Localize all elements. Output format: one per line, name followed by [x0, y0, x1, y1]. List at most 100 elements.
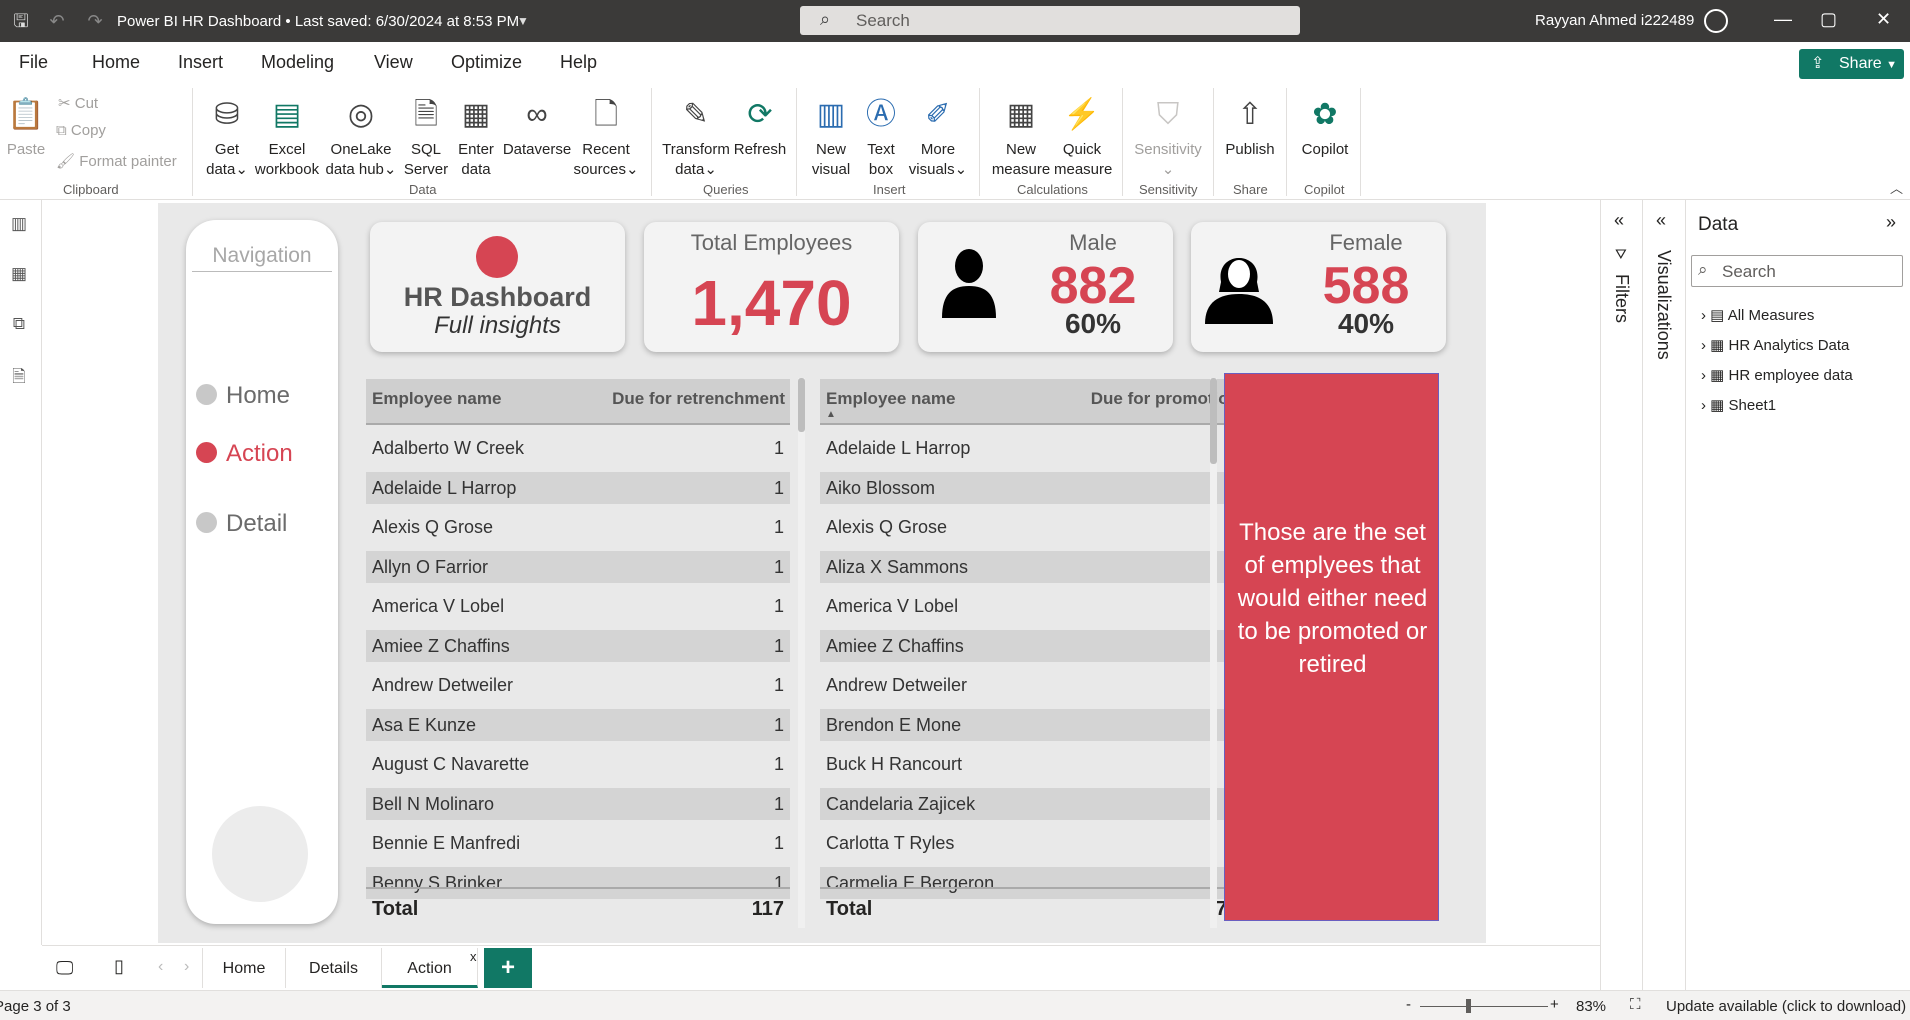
- table-row[interactable]: Bennie E Manfredi 1: [366, 827, 790, 859]
- column-header-retrenchment[interactable]: Due for retrenchment: [612, 389, 785, 408]
- table-row[interactable]: Aiko Blossom1: [820, 471, 1244, 504]
- tab-optimize[interactable]: Optimize: [451, 52, 523, 72]
- update-available-link[interactable]: Update available (click to download): [1666, 998, 1907, 1015]
- tab-modeling[interactable]: Modeling: [261, 52, 335, 72]
- new-measure-button[interactable]: ▦ New measure: [990, 94, 1052, 180]
- report-view-icon[interactable]: ▥: [10, 214, 28, 233]
- minimize-icon[interactable]: —: [1774, 9, 1792, 29]
- fit-to-page-icon[interactable]: ⛶: [1630, 996, 1641, 1013]
- quick-measure-button[interactable]: ⚡ Quick measure: [1054, 94, 1112, 180]
- column-header-promotion[interactable]: Due for promotion: [1090, 389, 1239, 408]
- nav-home-button[interactable]: Home: [196, 382, 290, 410]
- close-icon[interactable]: ✕: [1876, 9, 1892, 29]
- new-visual-button[interactable]: ▥ New visual: [806, 94, 856, 180]
- cut-button[interactable]: ✂ Cut: [58, 95, 99, 112]
- undo-icon[interactable]: ↶: [49, 11, 65, 31]
- window-title[interactable]: Power BI HR Dashboard • Last saved: 6/30…: [117, 13, 520, 30]
- nav-detail-button[interactable]: Detail: [196, 510, 287, 538]
- refresh-button[interactable]: ⟳ Refresh: [732, 94, 788, 160]
- table-row[interactable]: August C Navarette 1: [366, 748, 790, 780]
- tab-view[interactable]: View: [374, 52, 413, 72]
- table-row[interactable]: Brendon E Mone1: [820, 708, 1244, 741]
- avatar[interactable]: [1704, 9, 1728, 33]
- table-row[interactable]: Candelaria Zajicek1: [820, 787, 1244, 820]
- zoom-slider[interactable]: [1420, 1006, 1548, 1007]
- add-page-button[interactable]: +: [484, 948, 532, 988]
- tab-file[interactable]: File: [19, 52, 49, 72]
- table-row[interactable]: Adalberto W Creek 1: [366, 432, 790, 464]
- expand-filters-icon[interactable]: «: [1614, 210, 1625, 230]
- enter-data-button[interactable]: ▦ Enter data: [452, 94, 500, 180]
- user-name[interactable]: Rayyan Ahmed i222489: [1535, 12, 1695, 29]
- tab-help[interactable]: Help: [560, 52, 598, 72]
- column-header-employee[interactable]: Employee name: [826, 389, 956, 408]
- zoom-in-button[interactable]: +: [1550, 996, 1559, 1013]
- promotion-scrollbar[interactable]: [1210, 378, 1217, 464]
- desktop-layout-icon[interactable]: 🖵: [56, 958, 74, 978]
- page-tab-details[interactable]: Details: [286, 948, 382, 988]
- copy-button[interactable]: ⧉ Copy: [56, 122, 106, 139]
- zoom-slider-thumb[interactable]: [1466, 999, 1471, 1013]
- transform-data-button[interactable]: ✎ Transform data⌄: [662, 94, 730, 180]
- title-dropdown-icon[interactable]: ▼: [517, 14, 529, 28]
- page-tab-action[interactable]: Action: [382, 948, 478, 988]
- redo-icon[interactable]: ↷: [87, 11, 103, 31]
- table-view-icon[interactable]: ▦: [10, 264, 28, 283]
- data-item-all-measures[interactable]: › ▤ All Measures: [1701, 307, 1815, 324]
- excel-workbook-button[interactable]: ▤ Excel workbook: [252, 94, 322, 180]
- save-icon[interactable]: 🖫: [13, 11, 29, 31]
- close-page-tab-icon[interactable]: x: [470, 949, 477, 964]
- get-data-button[interactable]: ⛁ Get data⌄: [202, 94, 252, 180]
- copilot-button[interactable]: ✿ Copilot: [1294, 94, 1356, 160]
- nav-circle-button[interactable]: [212, 806, 308, 902]
- tab-home[interactable]: Home: [92, 52, 141, 85]
- column-header-employee[interactable]: Employee name: [372, 389, 502, 408]
- visualizations-label[interactable]: Visualizations: [1654, 250, 1674, 360]
- onelake-button[interactable]: ◎ OneLake data hub⌄: [324, 94, 398, 180]
- table-row[interactable]: Bell N Molinaro 1: [366, 787, 790, 820]
- prev-page-icon[interactable]: ‹: [158, 958, 164, 975]
- sql-server-button[interactable]: 🗎 SQL Server: [402, 94, 450, 180]
- share-button[interactable]: ⇪ Share ▼: [1799, 49, 1904, 79]
- paste-button[interactable]: 📋 Paste: [6, 94, 46, 160]
- table-row[interactable]: Carlotta T Ryles1: [820, 827, 1244, 859]
- zoom-out-button[interactable]: -: [1406, 996, 1411, 1013]
- more-visuals-button[interactable]: ✐ More visuals⌄: [906, 94, 970, 180]
- nav-action-button[interactable]: Action: [196, 440, 293, 468]
- retrenchment-scrollbar[interactable]: [798, 378, 805, 432]
- maximize-icon[interactable]: ▢: [1820, 9, 1838, 29]
- collapse-ribbon-icon[interactable]: ︿: [1890, 181, 1904, 196]
- expand-visualizations-icon[interactable]: «: [1656, 210, 1667, 230]
- data-item-sheet1[interactable]: › ▦ Sheet1: [1701, 397, 1777, 414]
- data-item-hr-employee[interactable]: › ▦ HR employee data: [1701, 367, 1853, 384]
- recent-sources-button[interactable]: 🗋 Recent sources⌄: [572, 94, 640, 180]
- filters-label[interactable]: Filters: [1612, 274, 1632, 323]
- publish-button[interactable]: ⇧ Publish: [1222, 94, 1278, 160]
- table-row[interactable]: Asa E Kunze 1: [366, 708, 790, 741]
- title-search-input[interactable]: ⌕ Search: [800, 6, 1300, 35]
- model-view-icon[interactable]: ⧉: [12, 314, 26, 333]
- zoom-level[interactable]: 83%: [1576, 998, 1607, 1015]
- sensitivity-button[interactable]: ⛉ Sensitivity ⌄: [1128, 94, 1208, 180]
- mobile-layout-icon[interactable]: ▯: [114, 956, 124, 976]
- next-page-icon[interactable]: ›: [184, 958, 190, 975]
- data-search-input[interactable]: ⌕ Search: [1691, 255, 1903, 287]
- dataverse-button[interactable]: ∞ Dataverse: [502, 94, 572, 160]
- table-row[interactable]: Allyn O Farrior 1: [366, 550, 790, 583]
- table-row[interactable]: Buck H Rancourt1: [820, 748, 1244, 780]
- table-row[interactable]: Aliza X Sammons1: [820, 550, 1244, 583]
- data-item-hr-analytics[interactable]: › ▦ HR Analytics Data: [1701, 337, 1850, 354]
- collapse-data-icon[interactable]: »: [1886, 212, 1897, 232]
- dax-query-icon[interactable]: 🗎: [12, 367, 26, 386]
- format-painter-button[interactable]: 🖌 Format painter: [56, 153, 177, 170]
